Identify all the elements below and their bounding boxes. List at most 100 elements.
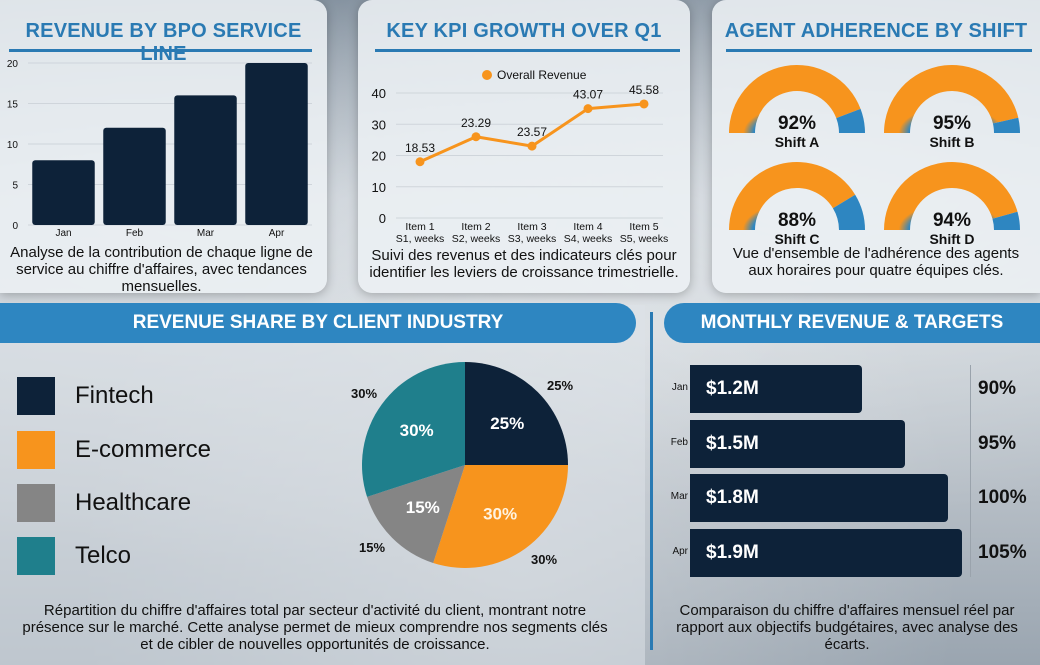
y-tick-label: 10 [372,180,386,195]
pie-slice [367,465,465,563]
pie-slice [433,465,568,568]
legend-item-fintech: Fintech [17,377,154,415]
kpi-growth-card: KEY KPI GROWTH OVER Q1 Overall Revenue 0 1… [358,0,690,293]
pie-outer-label: 25% [547,378,573,393]
revenue-value: $1.8M [706,487,759,508]
legend-swatch [17,537,55,575]
y-tick-label: 0 [12,221,18,232]
legend-label: Fintech [75,382,154,409]
x-tick-label: Item 5 [629,221,658,233]
adherence-card: AGENT ADHERENCE BY SHIFT 92% Shift A 95% Sh… [712,0,1040,293]
y-tick-label: 5 [12,181,18,192]
bar [174,95,237,226]
data-label: 18.53 [405,141,435,155]
gauge-remainder [992,211,1020,230]
gauge-value: 92% [778,113,816,134]
gauge-fill [729,64,861,133]
revenue-bar: $1.8M [690,474,948,522]
legend-item-telco: Telco [17,537,131,575]
y-tick-label: 0 [379,211,386,226]
title-rule [9,49,312,52]
card-caption: Vue d'ensemble de l'adhérence des agents… [732,245,1020,279]
legend-swatch [17,377,55,415]
revenue-bar: $1.2M [690,365,862,413]
card-title: KEY KPI GROWTH OVER Q1 [386,20,662,42]
pie-slice [362,362,465,497]
gauge-remainder [836,108,865,133]
revenue-bar: $1.9M [690,528,962,577]
y-tick-label: 40 [372,86,386,101]
pie-inner-label: 25% [490,414,524,433]
gauge-fill [884,162,1018,230]
revenue-value: $1.9M [706,541,759,563]
pie-inner-label: 15% [406,498,440,517]
x-tick-label: S1, weeks [396,233,444,245]
legend-marker [482,70,492,80]
y-tick-label: 20 [7,59,19,70]
title-rule [375,49,680,52]
x-tick-label: Feb [126,228,144,239]
x-tick-label: Item 3 [517,221,546,233]
gauge-remainder [992,117,1020,133]
gauge: 88%Shift C [729,162,865,245]
card-caption: Suivi des revenus et des indicateurs clé… [369,247,679,281]
target-separator [970,365,971,577]
revenue-bar-chart: 0 5 10 15 20 Jan Feb Mar Apr [7,59,312,239]
x-tick-label: Mar [197,228,215,239]
pie-inner-label: 30% [483,504,517,523]
y-tick-label: 15 [7,100,19,111]
data-point [415,157,425,167]
pie-slice [465,362,568,465]
card-title: AGENT ADHERENCE BY SHIFT [724,20,1028,42]
legend-label: Telco [75,542,132,569]
legend-item-ecommerce: E-commerce [17,431,211,469]
x-tick-label: S2, weeks [452,233,500,245]
gauge-value: 94% [933,210,971,231]
x-tick-label: Apr [269,228,285,239]
legend-swatch [17,484,55,522]
monthly-targets-title: MONTHLY REVENUE & TARGETS [664,303,1040,343]
target-percent: 95% [978,432,1017,454]
pie-outer-label: 30% [351,386,377,401]
title-rule [726,49,1032,52]
industry-share-caption: Répartition du chiffre d'affaires total … [22,602,608,653]
pie-inner-label: 30% [400,421,434,440]
legend-swatch [17,431,55,469]
month-label: Apr [672,545,688,557]
target-percent: 90% [978,378,1017,399]
gauge: 95%Shift B [884,65,1020,150]
month-label: Feb [670,436,688,448]
legend-label: Healthcare [75,489,192,516]
gauge-fill [884,65,1019,133]
month-label: Jan [671,382,688,393]
revenue-value: $1.2M [706,378,759,399]
legend-label: E-commerce [75,436,212,463]
gauge-remainder [832,194,865,230]
x-tick-label: Jan [55,228,71,239]
y-tick-label: 30 [372,117,386,132]
target-percent: 105% [978,541,1027,563]
x-tick-label: S5, weeks [620,233,668,245]
data-label: 43.07 [573,88,603,102]
gauge-value: 88% [778,210,816,231]
bar [245,63,308,225]
industry-share-title: REVENUE SHARE BY CLIENT INDUSTRY [0,303,636,343]
data-point [583,104,593,114]
gauge: 94%Shift D [884,162,1020,245]
gauge-fill [729,162,856,230]
bar [103,127,166,225]
card-caption: Analyse de la contribution de chaque lig… [10,244,313,295]
gauge-label: Shift C [774,231,819,245]
data-label: 23.57 [517,125,547,139]
gauge-label: Shift B [929,134,974,150]
y-tick-label: 10 [7,140,19,151]
section-divider [650,312,653,650]
x-tick-label: Item 2 [461,221,490,233]
x-tick-label: Item 1 [405,221,434,233]
adherence-gauges: 92%Shift A95%Shift B88%Shift C94%Shift D [729,64,1020,245]
gauge-label: Shift D [929,231,974,245]
pie-outer-label: 15% [359,540,385,555]
data-point [639,99,649,109]
gauge: 92%Shift A [729,64,865,150]
legend-label: Overall Revenue [497,68,587,82]
